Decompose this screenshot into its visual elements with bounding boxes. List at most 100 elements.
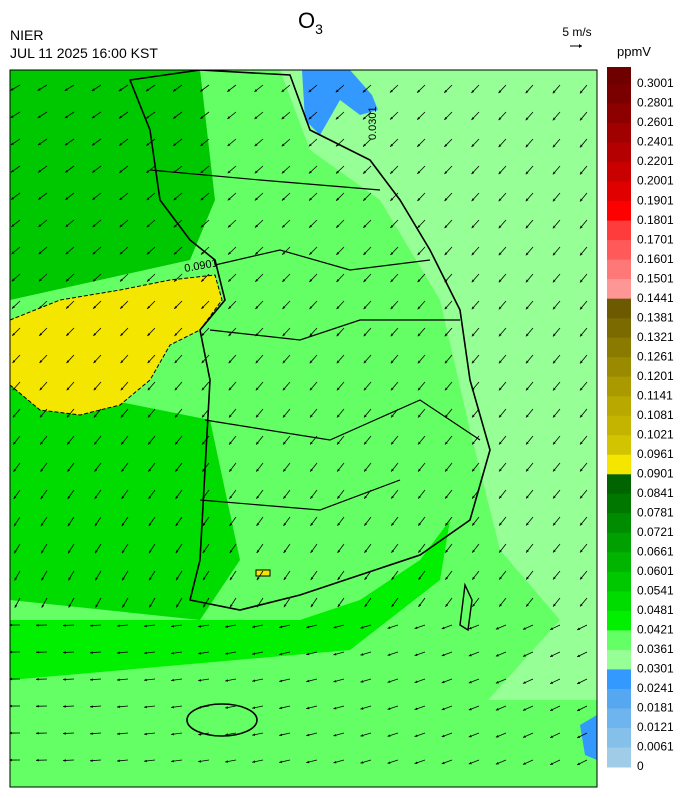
wind-arrowhead [252,760,256,763]
wind-arrowhead [227,224,231,228]
wind-arrowhead [90,651,93,654]
wind-arrowhead [92,169,96,173]
wind-arrowhead [92,278,96,282]
wind-arrowhead [525,306,529,310]
wind-arrowhead [418,495,421,499]
wind-arrowhead [282,360,286,364]
wind-arrowhead [227,170,231,174]
wind-arrowhead [252,733,256,736]
wind-arrowhead [471,117,475,120]
wind-arrowhead [525,279,529,283]
wind-arrowhead [174,333,178,336]
wind-arrowhead [176,577,179,581]
wind-arrowhead [472,468,475,472]
wind-arrowhead [63,624,66,627]
wind-arrowhead [360,707,364,710]
wind-arrowhead [333,652,337,656]
wind-arrowhead [498,90,502,94]
wind-arrowhead [14,550,17,554]
wind-arrowhead [550,708,554,711]
colorbar-band [607,688,631,709]
wind-arrowhead [336,414,340,418]
wind-arrowhead [362,116,366,120]
wind-arrowhead [499,576,502,580]
wind-arrowhead [121,468,125,472]
colorbar-label: 0.1201 [637,369,674,383]
wind-arrowhead [146,170,150,173]
wind-arrowhead [363,170,366,174]
wind-arrowhead [283,577,287,581]
field-south [10,380,240,620]
wind-arrowhead [120,414,124,418]
wind-arrowhead [337,468,340,472]
colorbar-band [607,162,631,183]
wind-arrowhead [200,224,204,228]
wind-arrowhead [12,414,16,418]
wind-arrowhead [36,704,39,708]
wind-arrowhead [36,650,39,654]
wind-arrowhead [444,279,448,283]
wind-arrowhead [364,522,368,526]
wind-arrowhead [498,306,502,310]
wind-arrowhead [414,761,418,764]
wind-arrowhead [472,576,475,580]
colorbar-band [607,415,631,436]
wind-arrowhead [176,604,179,608]
datetime: JUL 11 2025 16:00 KST [10,45,158,61]
wind-arrowhead [65,278,69,282]
wind-arrowhead [173,224,177,228]
wind-arrowhead [417,225,421,229]
colorbar-band [607,493,631,514]
wind-arrowhead [256,522,260,526]
wind-arrowhead [498,360,502,364]
wind-arrowhead [198,679,202,682]
wind-arrowhead [63,678,66,681]
wind-arrowhead [256,495,260,499]
wind-arrowhead [498,144,502,148]
wind-arrowhead [417,198,421,201]
wind-arrowhead [306,679,310,683]
wind-arrowhead [471,252,475,256]
wind-arrowhead [417,252,421,256]
wind-arrowhead [360,626,364,629]
wind-arrowhead [146,224,150,228]
wind-arrowhead [495,735,499,738]
wind-arrowhead [12,387,16,391]
wind-arrowhead [279,679,283,683]
colorbar-label: 0.0721 [637,525,674,539]
wind-arrowhead [337,522,341,526]
wind-arrowhead [225,625,229,628]
wind-arrowhead [363,252,367,255]
wind-arrowhead [38,224,42,227]
wind-arrowhead [252,706,256,709]
wind-arrowhead [146,143,150,146]
wind-arrowhead [525,198,529,202]
wind-arrowhead [550,762,554,765]
wind-arrowhead [580,576,583,580]
wind-arrowhead [254,197,258,201]
wind-arrowhead [390,89,393,93]
wind-arrowhead [11,278,15,282]
wind-arrowhead [255,360,259,364]
wind-arrowhead [147,278,150,282]
wind-arrowhead [120,333,124,336]
wind-arrowhead [279,760,283,764]
wind-arrowhead [308,170,312,174]
wind-arrowhead [309,387,313,391]
wind-arrowhead [310,577,314,581]
wind-arrowhead [119,224,123,228]
wind-arrowhead [39,414,43,418]
wind-arrowhead [309,279,313,282]
wind-arrowhead [279,652,283,656]
wind-arrowhead [64,115,68,119]
wind-arrowhead [228,360,232,364]
wind-arrowhead [362,89,366,93]
wind-arrowhead [38,169,42,173]
wind-arrowhead [577,681,581,684]
wind-arrowhead [229,468,232,472]
wind-arrowhead [145,88,149,92]
wind-arrowhead [90,624,93,627]
wind-arrowhead [336,279,340,282]
wind-arrowhead [13,468,17,472]
wind-arrowhead [200,197,204,201]
